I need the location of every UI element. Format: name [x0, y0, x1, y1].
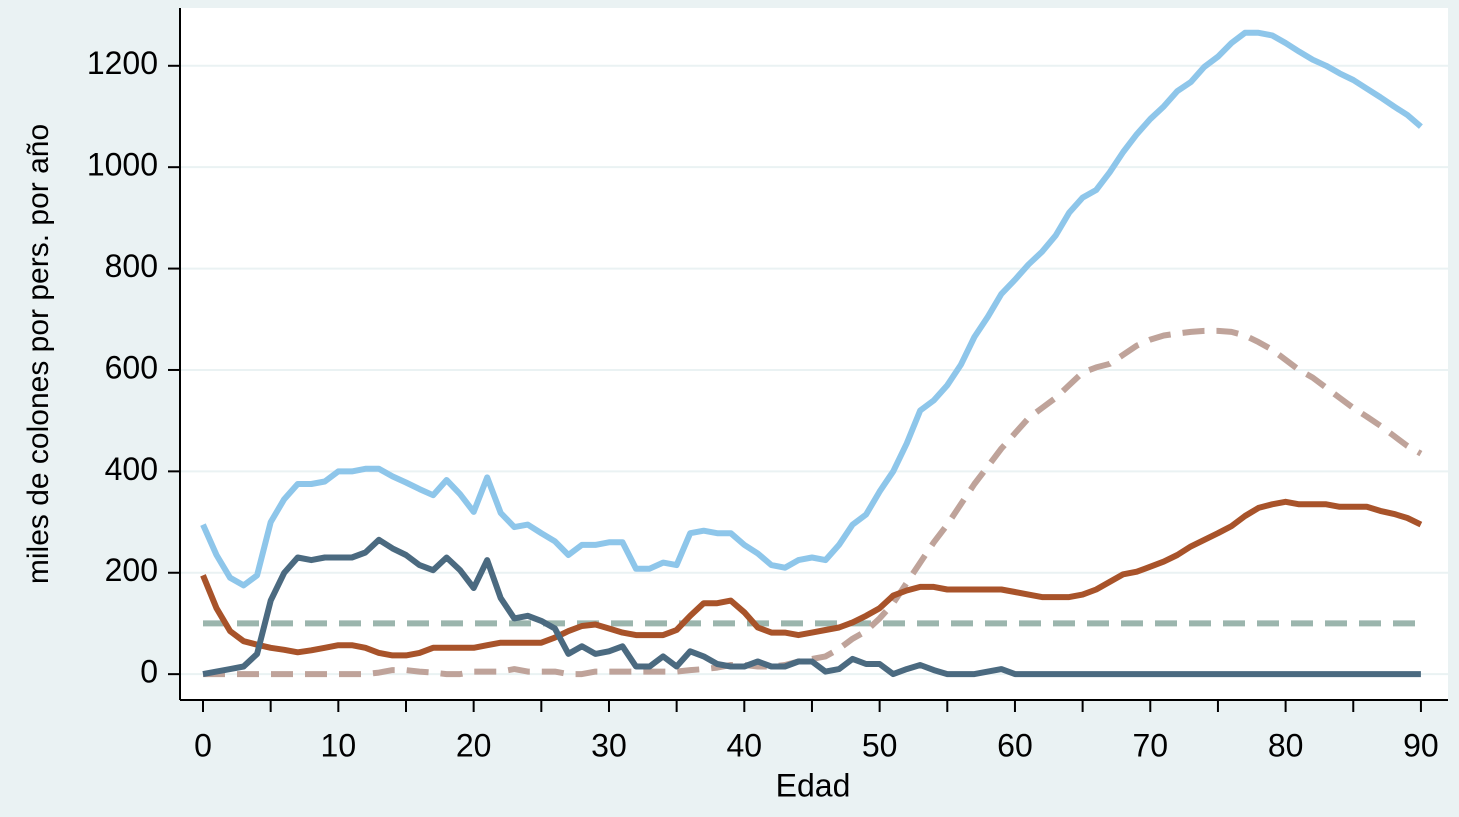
- series-line: [200, 498, 1423, 659]
- x-axis-title: Edad: [776, 767, 851, 803]
- x-tick-label: 80: [1268, 727, 1304, 763]
- series-line: [203, 327, 1423, 678]
- y-tick-label: 1200: [87, 45, 158, 81]
- x-tick-label: 10: [321, 727, 357, 763]
- x-tick-label: 40: [727, 727, 763, 763]
- x-tick-label: 70: [1132, 727, 1168, 763]
- y-tick-label: 600: [105, 349, 158, 385]
- x-tick-label: 20: [456, 727, 492, 763]
- series-line: [202, 536, 1421, 678]
- x-tick-label: 60: [997, 727, 1033, 763]
- x-tick-label: 30: [591, 727, 627, 763]
- y-tick-label: 800: [105, 248, 158, 284]
- y-tick-label: 1000: [87, 147, 158, 183]
- x-tick-label: 90: [1403, 727, 1439, 763]
- y-tick-label: 200: [105, 552, 158, 588]
- x-tick-label: 50: [862, 727, 898, 763]
- plot-area: [180, 8, 1448, 700]
- y-tick-label: 0: [140, 654, 158, 690]
- y-tick-label: 400: [105, 451, 158, 487]
- x-tick-label: 0: [194, 727, 212, 763]
- series-line: [200, 29, 1423, 589]
- y-axis-title: miles de colones por pers. por año: [22, 124, 55, 584]
